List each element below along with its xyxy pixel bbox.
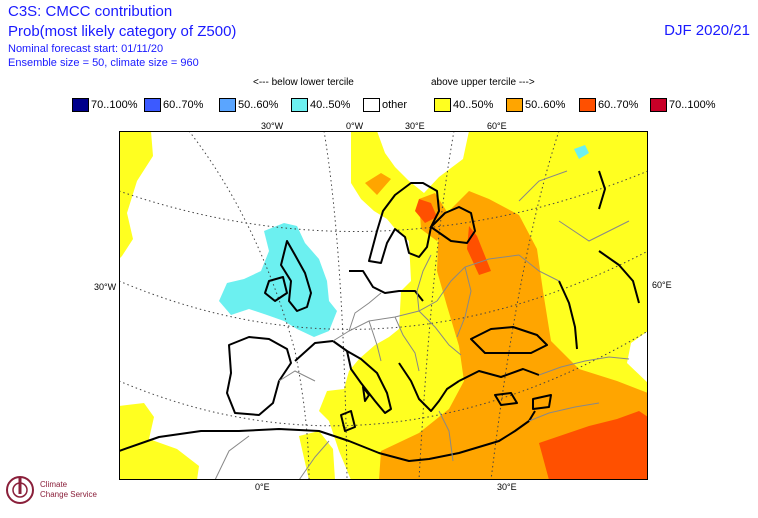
graticule xyxy=(119,131,648,480)
below-tercile-label: <--- below lower tercile xyxy=(253,77,354,88)
legend-swatch xyxy=(506,98,523,112)
legend-item: 40..50% xyxy=(434,96,493,114)
ensemble-size: Ensemble size = 50, climate size = 960 xyxy=(8,57,199,69)
logo-text-line-2: Change Service xyxy=(40,490,97,499)
legend-label: 60..70% xyxy=(163,99,204,111)
lon-label-bottom-0e: 0°E xyxy=(255,482,270,492)
legend-swatch xyxy=(579,98,596,112)
lon-label-top-30w: 30°W xyxy=(261,121,284,131)
legend-swatch xyxy=(219,98,236,112)
legend-label: 40..50% xyxy=(453,99,494,111)
legend-item: 50..60% xyxy=(506,96,565,114)
legend-swatch xyxy=(363,98,380,112)
legend-item: other xyxy=(363,96,407,114)
legend-item: 60..70% xyxy=(579,96,638,114)
lon-label-bottom-30e: 30°E xyxy=(497,482,517,492)
legend-label: 60..70% xyxy=(598,99,639,111)
forecast-start: Nominal forecast start: 01/11/20 xyxy=(8,43,164,55)
legend-label: 70..100% xyxy=(669,99,716,111)
title-line-1: C3S: CMCC contribution xyxy=(8,3,173,20)
cyan-regions xyxy=(219,145,589,337)
lon-label-top-0w: 0°W xyxy=(346,121,364,131)
title-line-2: Prob(most likely category of Z500) xyxy=(8,23,237,40)
country-borders xyxy=(214,170,630,480)
lon-label-top-60e: 60°E xyxy=(487,121,507,131)
lat-label-left: 30°W xyxy=(94,282,117,292)
legend-item: 60..70% xyxy=(144,96,203,114)
above-tercile-label: above upper tercile ---> xyxy=(431,77,535,88)
legend-item: 50..60% xyxy=(219,96,278,114)
map-frame xyxy=(119,131,648,480)
legend-item: 40..50% xyxy=(291,96,350,114)
legend-swatch xyxy=(72,98,89,112)
coastlines xyxy=(119,170,640,462)
season-label: DJF 2020/21 xyxy=(664,22,750,39)
lon-label-top-30e: 30°E xyxy=(405,121,425,131)
legend-label: 50..60% xyxy=(238,99,279,111)
legend-label: 40..50% xyxy=(310,99,351,111)
legend-swatch xyxy=(650,98,667,112)
legend-swatch xyxy=(291,98,308,112)
legend-swatch xyxy=(144,98,161,112)
legend-item: 70..100% xyxy=(72,96,137,114)
climate-logo-icon xyxy=(6,476,34,504)
copernicus-logo: Climate Change Service xyxy=(4,472,114,512)
white-gap xyxy=(377,131,469,193)
dark-orange-regions xyxy=(415,199,648,480)
legend-label: 50..60% xyxy=(525,99,566,111)
lat-label-right: 60°E xyxy=(652,280,672,290)
legend-label: 70..100% xyxy=(91,99,138,111)
logo-text-line-1: Climate xyxy=(40,480,68,489)
legend-swatch xyxy=(434,98,451,112)
forecast-map xyxy=(119,131,648,480)
legend-label: other xyxy=(382,99,408,111)
legend-item: 70..100% xyxy=(650,96,715,114)
